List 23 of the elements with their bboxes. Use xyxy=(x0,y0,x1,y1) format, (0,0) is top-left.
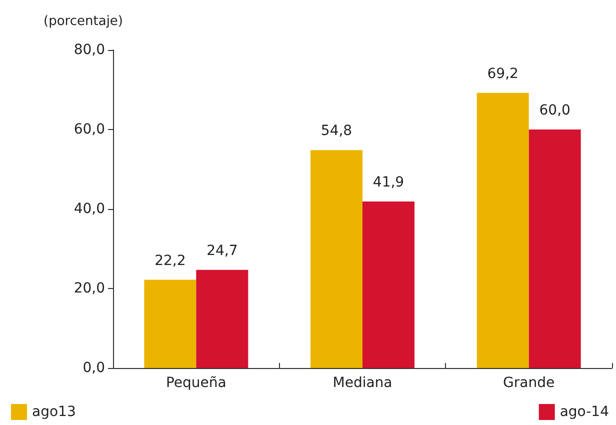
bar xyxy=(196,270,248,368)
y-axis-title: (porcentaje) xyxy=(44,14,123,29)
data-label: 22,2 xyxy=(154,252,186,269)
data-label: 41,9 xyxy=(372,174,404,190)
bar xyxy=(528,130,581,368)
x-tick-label: Grande xyxy=(503,375,555,391)
data-label: 54,8 xyxy=(320,123,352,140)
data-label: 69,2 xyxy=(487,66,518,82)
y-tick-label: 20,0 xyxy=(74,280,105,296)
y-tick-label: 0,0 xyxy=(82,360,105,376)
y-tick-label: 80,0 xyxy=(74,42,105,58)
data-label: 60,0 xyxy=(539,102,570,118)
bar xyxy=(362,201,414,368)
x-tick-label: Mediana xyxy=(332,375,392,391)
bar xyxy=(310,150,362,368)
data-label: 24,7 xyxy=(206,242,238,259)
y-tick-label: 40,0 xyxy=(74,201,105,217)
bar xyxy=(476,92,529,368)
legend-label: ago13 xyxy=(32,404,76,420)
legend-label: ago-14 xyxy=(560,404,610,420)
x-tick-label: Pequeña xyxy=(166,375,226,391)
y-tick-label: 60,0 xyxy=(74,122,105,138)
bar xyxy=(144,280,196,368)
